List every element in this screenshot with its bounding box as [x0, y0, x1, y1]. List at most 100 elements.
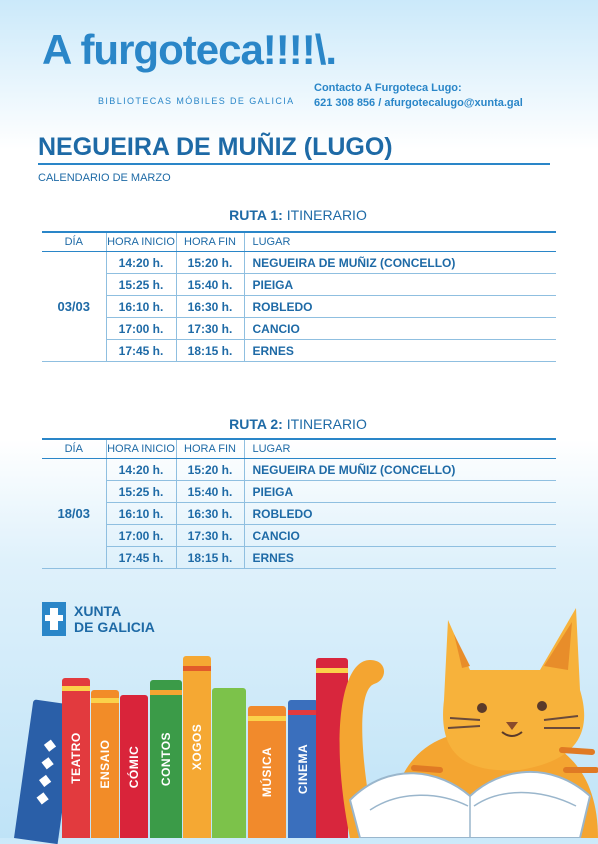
- end-time: 17:30 h.: [175, 524, 244, 547]
- diamond-icon: ◆ ◆ ◆ ◆: [33, 737, 60, 806]
- end-time: 15:20 h.: [175, 251, 244, 274]
- date-cell: 18/03: [42, 458, 106, 569]
- book-label-musica: MÚSICA: [260, 746, 274, 798]
- cat-nose: [506, 722, 518, 730]
- place: ROBLEDO: [243, 295, 556, 318]
- subtitle: BIBLIOTECAS MÓBILES DE GALICIA: [98, 96, 295, 106]
- book-contos: CONTOS: [150, 680, 182, 838]
- book-ensaio: ENSAIO: [91, 690, 119, 838]
- table-row: 15:25 h. 15:40 h. PIEIGA: [42, 273, 556, 296]
- place: CANCIO: [243, 317, 556, 340]
- place: NEGUEIRA DE MUÑIZ (CONCELLO): [243, 251, 556, 274]
- place: ERNES: [243, 339, 556, 362]
- cat-eye-left: [477, 703, 487, 713]
- table-row: 17:00 h. 17:30 h. CANCIO: [42, 317, 556, 340]
- cat-tail: [339, 660, 385, 838]
- start-time: 14:20 h.: [105, 458, 176, 481]
- table-row: 16:10 h. 16:30 h. ROBLEDO: [42, 295, 556, 318]
- route-1-table: DÍA HORA INICIO HORA FIN LUGAR 03/03 14:…: [42, 231, 556, 362]
- table-header: DÍA HORA INICIO HORA FIN LUGAR: [42, 438, 556, 459]
- start-time: 15:25 h.: [105, 480, 176, 503]
- book-cinema: CINEMA: [288, 700, 318, 838]
- open-book-pages: [369, 791, 577, 838]
- route-2-table: DÍA HORA INICIO HORA FIN LUGAR 18/03 14:…: [42, 438, 556, 569]
- calendar-label: CALENDARIO DE MARZO: [38, 172, 171, 184]
- town-rule: [38, 163, 550, 165]
- table-row: 16:10 h. 16:30 h. ROBLEDO: [42, 502, 556, 525]
- book-label-contos: CONTOS: [159, 731, 173, 787]
- contact-title: Contacto A Furgoteca Lugo:: [314, 82, 462, 94]
- book-label-comic: CÓMIC: [127, 745, 141, 788]
- xunta-line2: DE GALICIA: [74, 619, 155, 635]
- table-row: 17:45 h. 18:15 h. ERNES: [42, 546, 556, 569]
- book-musica: MÚSICA: [248, 706, 286, 838]
- col-dia: DÍA: [42, 438, 106, 459]
- town-title: NEGUEIRA DE MUÑIZ (LUGO): [38, 133, 393, 161]
- route-1-suffix: ITINERARIO: [286, 207, 367, 223]
- end-time: 16:30 h.: [175, 502, 244, 525]
- table-row: 18/03 14:20 h. 15:20 h. NEGUEIRA DE MUÑI…: [42, 458, 556, 569]
- route-1-label: RUTA 1:: [229, 207, 283, 223]
- col-dia: DÍA: [42, 231, 106, 252]
- place: ROBLEDO: [243, 502, 556, 525]
- table-row: 17:00 h. 17:30 h. CANCIO: [42, 524, 556, 547]
- table-header: DÍA HORA INICIO HORA FIN LUGAR: [42, 231, 556, 252]
- cat-whiskers: [447, 715, 580, 729]
- start-time: 17:45 h.: [105, 546, 176, 569]
- start-time: 14:20 h.: [105, 251, 176, 274]
- col-lugar: LUGAR: [243, 231, 556, 252]
- book-xogos: XOGOS: [183, 656, 211, 838]
- contact: Contacto A Furgoteca Lugo: 621 308 856 /…: [314, 81, 523, 111]
- end-time: 15:40 h.: [175, 273, 244, 296]
- xunta-text: XUNTA DE GALICIA: [74, 603, 155, 635]
- col-inicio: HORA INICIO: [105, 231, 176, 252]
- start-time: 16:10 h.: [105, 295, 176, 318]
- book-label-xogos: XOGOS: [190, 723, 204, 771]
- table-row: 15:25 h. 15:40 h. PIEIGA: [42, 480, 556, 503]
- start-time: 15:25 h.: [105, 273, 176, 296]
- start-time: 17:00 h.: [105, 317, 176, 340]
- book-label-teatro: TEATRO: [69, 732, 83, 784]
- end-time: 17:30 h.: [175, 317, 244, 340]
- cat-eye-right: [537, 701, 547, 711]
- book-label-cinema: CINEMA: [296, 743, 310, 795]
- book-comic: CÓMIC: [120, 695, 148, 838]
- cat-ear-left: [454, 634, 470, 668]
- end-time: 16:30 h.: [175, 295, 244, 318]
- date-cell: 03/03: [42, 251, 106, 362]
- end-time: 15:20 h.: [175, 458, 244, 481]
- start-time: 17:45 h.: [105, 339, 176, 362]
- end-time: 15:40 h.: [175, 480, 244, 503]
- xunta-cross-icon: [42, 602, 66, 636]
- cat-head: [443, 608, 585, 771]
- contact-details: 621 308 856 / afurgotecalugo@xunta.gal: [314, 97, 523, 109]
- place: PIEIGA: [243, 273, 556, 296]
- place: CANCIO: [243, 524, 556, 547]
- logo: A furgoteca!!!!\.: [42, 26, 337, 73]
- end-time: 18:15 h.: [175, 339, 244, 362]
- col-inicio: HORA INICIO: [105, 438, 176, 459]
- table-row: 03/03 14:20 h. 15:20 h. NEGUEIRA DE MUÑI…: [42, 251, 556, 362]
- route-1-title: RUTA 1: ITINERARIO: [38, 207, 558, 223]
- place: NEGUEIRA DE MUÑIZ (CONCELLO): [243, 458, 556, 481]
- start-time: 17:00 h.: [105, 524, 176, 547]
- route-2-title: RUTA 2: ITINERARIO: [38, 416, 558, 432]
- route-2-suffix: ITINERARIO: [286, 416, 367, 432]
- book-label-ensaio: ENSAIO: [98, 739, 112, 789]
- cat-mouth: [501, 731, 523, 737]
- col-fin: HORA FIN: [175, 231, 244, 252]
- cat-illustration: [339, 608, 598, 838]
- col-fin: HORA FIN: [175, 438, 244, 459]
- book-green: [212, 688, 246, 838]
- xunta-logo: XUNTA DE GALICIA: [42, 602, 155, 636]
- place: ERNES: [243, 546, 556, 569]
- start-time: 16:10 h.: [105, 502, 176, 525]
- col-lugar: LUGAR: [243, 438, 556, 459]
- book-teatro: TEATRO: [62, 678, 90, 838]
- route-2-label: RUTA 2:: [229, 416, 283, 432]
- xunta-line1: XUNTA: [74, 603, 122, 619]
- table-row: 17:45 h. 18:15 h. ERNES: [42, 339, 556, 362]
- place: PIEIGA: [243, 480, 556, 503]
- end-time: 18:15 h.: [175, 546, 244, 569]
- cat-ear-right: [544, 622, 572, 670]
